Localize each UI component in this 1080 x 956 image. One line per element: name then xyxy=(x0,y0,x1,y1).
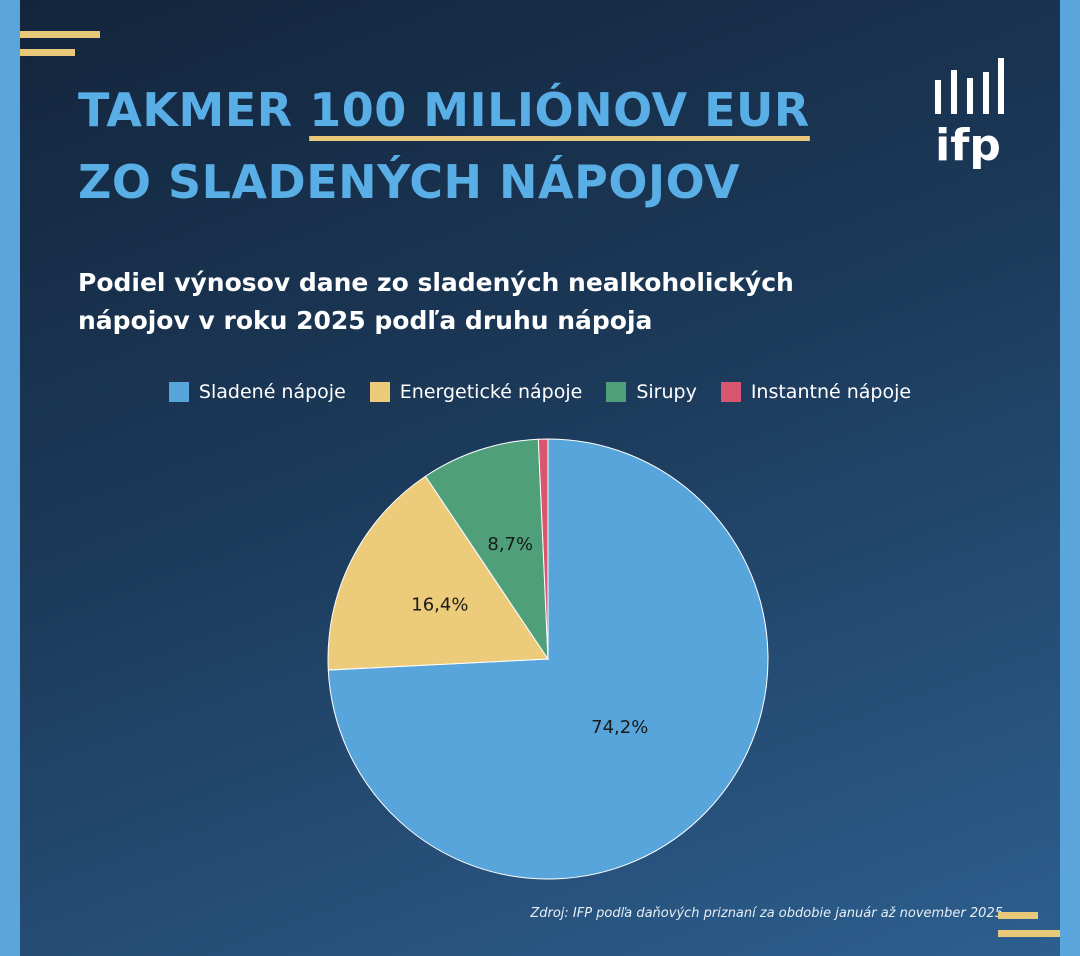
pie-slice-label-1: 16,4% xyxy=(411,595,468,616)
pie-slice-label-0: 74,2% xyxy=(591,717,648,738)
pie-slice-2 xyxy=(424,438,549,661)
decor-bar-bottom-short xyxy=(998,912,1038,919)
legend-swatch xyxy=(168,382,189,402)
decor-bar-top-short xyxy=(20,49,75,56)
ifp-logo: ifp xyxy=(935,58,1004,171)
pie-chart: 74,2% 16,4% 8,7% xyxy=(327,438,769,880)
legend-item-energeticke: Energetické nápoje xyxy=(369,381,583,403)
legend-label: Sladené nápoje xyxy=(198,381,346,403)
pie-slice-1 xyxy=(327,475,549,671)
legend-item-instantne: Instantné nápoje xyxy=(720,381,912,403)
legend-swatch xyxy=(720,382,741,402)
pie-slice-label-2: 8,7% xyxy=(487,534,533,555)
legend-item-sirupy: Sirupy xyxy=(606,381,697,403)
legend-item-sladene: Sladené nápoje xyxy=(168,381,346,403)
subtitle-line2: nápojov v roku 2025 podľa druhu nápoja xyxy=(78,306,653,335)
chart-legend: Sladené nápoje Energetické nápoje Sirupy… xyxy=(20,381,1060,403)
page-title: TAKMER 100 MILIÓNOV EUR ZO SLADENÝCH NÁP… xyxy=(78,74,810,218)
legend-label: Sirupy xyxy=(636,381,697,403)
pie-slice-3 xyxy=(537,438,549,660)
legend-swatch xyxy=(606,382,627,402)
legend-label: Instantné nápoje xyxy=(750,381,912,403)
legend-label: Energetické nápoje xyxy=(399,381,583,403)
chart-subtitle: Podiel výnosov dane zo sladených nealkoh… xyxy=(78,264,794,340)
decor-bar-bottom-long xyxy=(998,930,1060,937)
infographic-card: TAKMER 100 MILIÓNOV EUR ZO SLADENÝCH NÁP… xyxy=(20,0,1060,956)
source-note: Zdroj: IFP podľa daňových priznaní za ob… xyxy=(530,906,1003,921)
decor-bar-top-long xyxy=(20,31,100,38)
logo-text: ifp xyxy=(935,120,1001,171)
title-line2: ZO SLADENÝCH NÁPOJOV xyxy=(78,155,741,209)
title-highlight: 100 MILIÓNOV EUR xyxy=(309,83,810,137)
title-prefix: TAKMER xyxy=(78,83,310,137)
legend-swatch xyxy=(369,382,390,402)
subtitle-line1: Podiel výnosov dane zo sladených nealkoh… xyxy=(78,268,794,297)
